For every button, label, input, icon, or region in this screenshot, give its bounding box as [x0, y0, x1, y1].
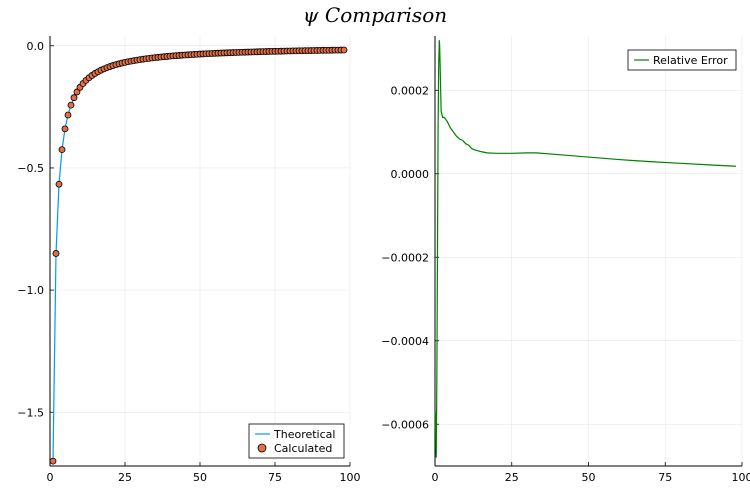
x-tick-label: 75: [658, 471, 672, 484]
y-tick-label: −0.5: [17, 162, 44, 175]
right-x-tick-labels: 0 25 50 75 100: [432, 471, 750, 484]
scatter-point: [70, 94, 78, 102]
y-tick-label: −0.0004: [381, 335, 429, 348]
left-x-tick-labels: 0 25 50 75 100: [47, 471, 361, 484]
left-data-layer: [49, 46, 348, 465]
scatter-point: [67, 101, 75, 109]
left-axes: [49, 36, 351, 467]
x-tick-label: 100: [732, 471, 750, 484]
y-tick-label: 0.0002: [391, 84, 430, 97]
scatter-point: [49, 457, 57, 465]
left-plot-panel: 0 25 50 75 100 0.0 −0.5 −1.0 −1.5 TheoreticalCa…: [17, 36, 361, 484]
x-tick-label: 0: [432, 471, 439, 484]
y-tick-label: −1.5: [17, 406, 44, 419]
figure-title: ψ Comparison: [303, 3, 447, 27]
right-data-layer: [434, 40, 736, 458]
legend-box: [627, 49, 737, 71]
right-y-tick-labels: 0.0002 0.0000 −0.0002 −0.0004 −0.0006: [381, 84, 429, 431]
x-tick-label: 25: [505, 471, 519, 484]
legend-label: Theoretical: [273, 428, 335, 441]
y-tick-label: 0.0: [27, 40, 45, 53]
x-tick-label: 50: [582, 471, 596, 484]
scatter-point: [73, 88, 81, 96]
series-line-theoretical: [52, 49, 345, 462]
legend-label: Calculated: [274, 442, 332, 455]
legend-box: [248, 423, 345, 459]
left-y-tick-labels: 0.0 −0.5 −1.0 −1.5: [17, 40, 44, 419]
series-line-relative-error: [434, 40, 736, 458]
right-axes: [434, 36, 743, 467]
legend-label: Relative Error: [653, 54, 728, 67]
y-tick-label: −0.0006: [381, 418, 429, 431]
scatter-point: [52, 250, 60, 257]
x-tick-label: 50: [193, 471, 207, 484]
y-tick-label: −0.0002: [381, 251, 429, 264]
scatter-point: [58, 146, 66, 154]
scatter-point: [55, 180, 63, 188]
right-plot-panel: 0 25 50 75 100 0.0002 0.0000 −0.0002 −0.0004 −0.…: [381, 36, 750, 484]
scatter-point: [340, 46, 348, 54]
x-tick-label: 0: [47, 471, 54, 484]
scatter-point: [64, 111, 72, 119]
x-tick-label: 100: [340, 471, 361, 484]
x-tick-label: 25: [118, 471, 132, 484]
y-tick-label: 0.0000: [391, 168, 430, 181]
right-gridlines: [434, 36, 743, 466]
scatter-point: [61, 125, 69, 133]
x-tick-label: 75: [268, 471, 282, 484]
y-tick-label: −1.0: [17, 284, 44, 297]
legend-point-marker: [257, 443, 267, 453]
right-legend: Relative Error: [627, 49, 737, 71]
left-gridlines: [49, 36, 351, 466]
